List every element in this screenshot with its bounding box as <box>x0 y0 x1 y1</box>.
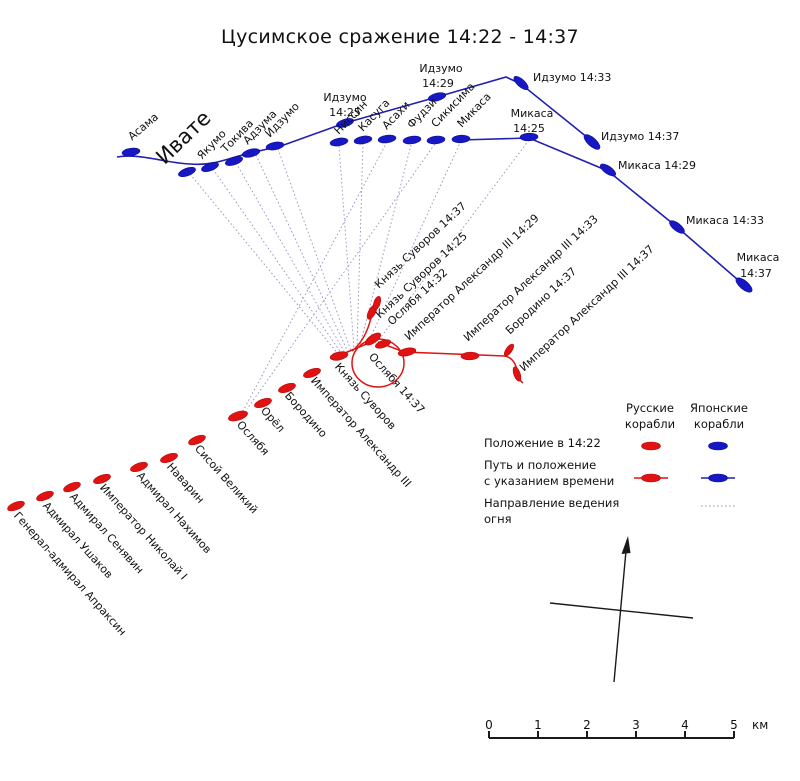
legend-blue-path-ellipse <box>708 473 728 483</box>
legend-red-position-ellipse <box>641 441 661 451</box>
map-label: Микаса <box>510 107 554 120</box>
japanese-ship-ellipse <box>426 135 446 145</box>
japanese-ship-ellipse <box>583 134 601 150</box>
scalebar-label: 5 <box>730 718 738 732</box>
japanese-ship-ellipse <box>353 135 373 145</box>
russian-ship-ellipse <box>329 351 349 361</box>
map-label: Микаса 14:29 <box>618 159 697 172</box>
fire-direction-line <box>338 145 355 350</box>
compass-north-line <box>613 539 628 683</box>
japanese-ship-ellipse <box>735 277 753 293</box>
russian-ship-ellipse <box>512 366 522 382</box>
scalebar-label: 2 <box>583 718 591 732</box>
russian-ship-ellipse <box>63 481 81 493</box>
russian-ship-ellipse <box>397 347 417 357</box>
scalebar-label: 1 <box>534 718 542 732</box>
legend-blue-position-ellipse <box>708 441 728 451</box>
map-label: 14:29 <box>422 77 454 90</box>
japanese-ship-ellipse <box>519 132 539 142</box>
fire-direction-line <box>277 148 352 352</box>
fire-direction-line <box>212 168 343 355</box>
fire-direction-line <box>377 139 530 342</box>
russian-ship-ellipse <box>188 434 206 446</box>
japanese-ship-ellipse <box>241 148 261 158</box>
russian-ship-ellipse <box>503 343 515 357</box>
japanese-ship-ellipse <box>178 166 196 178</box>
scalebar-label: 0 <box>485 718 493 732</box>
russian-ship-ellipse <box>303 367 321 379</box>
japanese-ship-ellipse <box>402 135 422 145</box>
scalebar-unit: км <box>752 718 769 732</box>
russian-ship-ellipse <box>228 410 248 422</box>
map-label: Микаса 14:33 <box>686 214 765 227</box>
legend-row-path-line1: Путь и положение <box>484 458 597 472</box>
legend-header-russian-line2: корабли <box>624 417 676 431</box>
scalebar-label: 4 <box>681 718 689 732</box>
map-label: Идзумо <box>323 91 367 104</box>
fire-direction-line <box>356 142 364 348</box>
japanese-ship-ellipse <box>121 147 141 157</box>
fire-direction-line <box>235 162 346 354</box>
fire-direction-line <box>359 140 413 346</box>
japanese-ship-ellipse <box>329 137 349 147</box>
legend-row-path-line2: с указанием времени <box>484 474 615 488</box>
fire-direction-line <box>255 154 349 353</box>
compass-north-arrowhead <box>621 536 631 554</box>
legend-header-russian-line1: Русские <box>626 401 674 415</box>
russian-ship-ellipse <box>278 382 296 394</box>
japanese-ship-ellipse <box>225 156 243 166</box>
japanese-ship-ellipse <box>336 118 354 128</box>
fire-direction-line <box>246 140 438 410</box>
fire-direction-line <box>189 173 340 356</box>
map-label: 14:37 <box>740 267 772 280</box>
map-label: Идзумо <box>419 62 463 75</box>
russian-ship-ellipse <box>93 473 111 485</box>
legend-row-fire-line2: огня <box>484 512 512 526</box>
legend-header-japanese-line2: корабли <box>693 417 745 431</box>
russian-ship-ellipse <box>7 500 25 512</box>
idzumo-squadron-path <box>116 76 594 166</box>
legend-red-path-ellipse <box>641 473 661 483</box>
russian-ship-ellipse <box>372 295 382 311</box>
japanese-ship-ellipse <box>600 163 616 177</box>
map-label: Микаса <box>736 251 780 264</box>
legend-row-position: Положение в 14:22 <box>484 436 601 450</box>
scalebar-label: 3 <box>632 718 640 732</box>
page-title: Цусимское сражение 14:22 - 14:37 <box>221 26 579 48</box>
russian-ship-ellipse <box>130 461 148 473</box>
russian-ship-ellipse <box>364 332 382 346</box>
japanese-ship-ellipse <box>377 134 397 144</box>
russian-ship-ellipse <box>36 490 54 502</box>
russian-ship-ellipse <box>375 339 391 349</box>
fire-direction-line <box>367 140 462 344</box>
map-label: Идзумо 14:37 <box>601 130 680 143</box>
russian-ship-ellipse <box>254 397 272 409</box>
fire-direction-line <box>242 141 388 412</box>
mikasa-squadron-path <box>460 137 746 287</box>
russian-ship-ellipse <box>460 351 480 361</box>
compass-cross-line <box>549 602 694 619</box>
japanese-ship-ellipse <box>451 134 471 144</box>
japanese-ship-ellipse <box>427 92 447 102</box>
legend-header-japanese-line1: Японские <box>690 401 748 415</box>
russian-ship-ellipse <box>160 452 178 464</box>
map-label: 14:25 <box>329 106 361 119</box>
japanese-ship-ellipse <box>513 76 529 90</box>
japanese-ship-ellipse <box>265 141 285 151</box>
japanese-ship-ellipse <box>669 220 685 234</box>
japanese-ship-ellipse <box>201 161 219 173</box>
map-label: 14:25 <box>513 122 545 135</box>
legend-row-fire-line1: Направление ведения <box>484 496 620 510</box>
alexander-horizontal-segment <box>377 341 506 357</box>
map-label: Идзумо 14:33 <box>533 71 612 84</box>
